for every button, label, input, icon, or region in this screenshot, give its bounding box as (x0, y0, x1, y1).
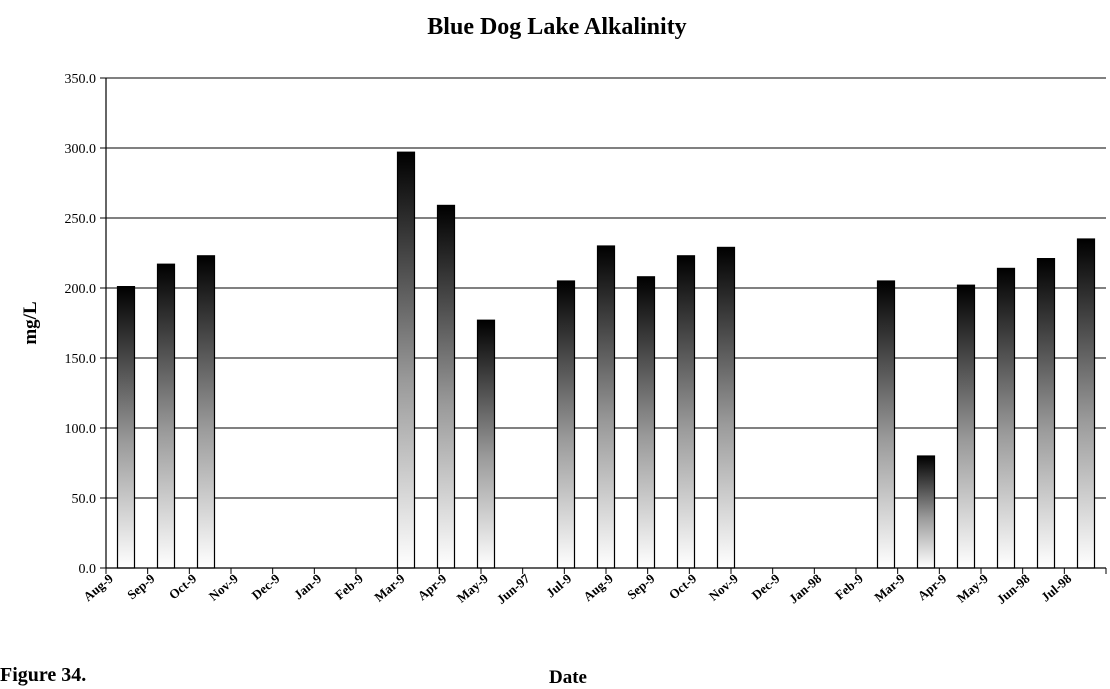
bar (1076, 238, 1096, 569)
x-tick-label: Jan-9 (291, 570, 325, 602)
bar (956, 284, 976, 569)
bar (596, 245, 616, 569)
x-tick-label: Jan-98 (786, 570, 825, 606)
x-tick-label: Nov-9 (706, 570, 741, 603)
x-tick-label: Oct-9 (666, 570, 700, 602)
bar (396, 151, 416, 569)
x-tick-label: Sep-9 (624, 570, 658, 602)
x-tick-label: Sep-9 (124, 570, 158, 602)
x-tick-label: Mar-9 (371, 570, 408, 604)
x-tick-label: Dec-9 (749, 570, 783, 602)
bar (636, 276, 656, 569)
bar (876, 280, 896, 569)
bars (116, 151, 1096, 569)
x-tick-label: Oct-9 (166, 570, 200, 602)
y-tick-label: 0.0 (79, 562, 97, 577)
y-tick-label: 250.0 (65, 212, 97, 227)
y-tick-labels: 0.0 50.0 100.0 150.0 200.0 250.0 300.0 350.0 (65, 72, 97, 577)
y-axis-title: mg/L (20, 301, 41, 344)
x-axis-title: Date (549, 667, 587, 688)
bar (1036, 258, 1056, 569)
bar (556, 280, 576, 569)
x-tick-label: Aug-9 (580, 570, 616, 604)
bar (196, 255, 216, 569)
x-tick-label: Nov-9 (206, 570, 241, 603)
bar (436, 204, 456, 569)
axes (105, 78, 1107, 574)
x-tick-label: May-9 (954, 570, 992, 605)
x-tick-label: Feb-9 (332, 570, 366, 602)
x-tick-label: Feb-9 (832, 570, 866, 602)
x-tick-label: Jul-9 (543, 570, 575, 600)
y-tick-label: 100.0 (65, 422, 97, 437)
bar (716, 246, 736, 569)
y-tick-label: 150.0 (65, 352, 97, 367)
x-tick-label: Mar-9 (871, 570, 908, 604)
x-tick-label: Jun-97 (494, 570, 533, 606)
figure-caption: Figure 34. (0, 664, 87, 686)
chart-title: Blue Dog Lake Alkalinity (427, 14, 686, 40)
bar (476, 319, 496, 569)
y-tick-label: 200.0 (65, 282, 97, 297)
x-tick-labels: Aug-9 Sep-9 Oct-9 Nov-9 Dec-9 Jan-9 Feb-9 Mar-9… (80, 570, 1074, 606)
bar (116, 286, 136, 569)
x-tick-label: Jun-98 (994, 570, 1033, 606)
y-tick-label: 50.0 (72, 492, 97, 507)
y-tick-label: 350.0 (65, 72, 97, 87)
bar (676, 255, 696, 569)
bar (156, 263, 176, 569)
x-tick-label: Apr-9 (915, 570, 950, 603)
y-tick-label: 300.0 (65, 142, 97, 157)
bar (996, 267, 1016, 569)
x-tick-label: Jul-98 (1038, 570, 1075, 604)
x-tick-label: May-9 (454, 570, 492, 605)
bar (916, 455, 936, 569)
x-tick-label: Apr-9 (415, 570, 450, 603)
x-tick-label: Dec-9 (249, 570, 283, 602)
